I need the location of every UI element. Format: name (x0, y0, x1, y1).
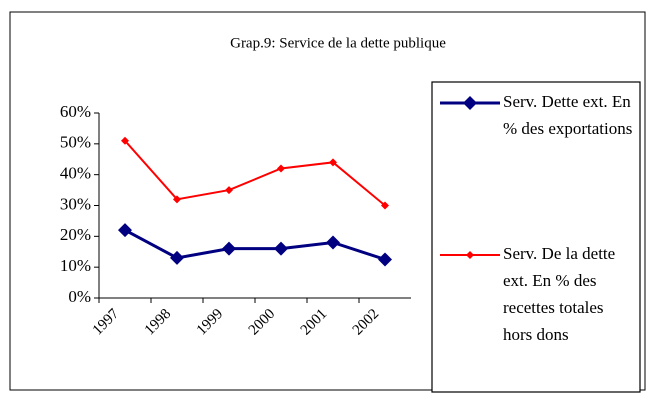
marker (121, 136, 129, 145)
marker (118, 223, 132, 238)
y-tick-label: 40% (60, 164, 91, 183)
series-line (124, 228, 386, 261)
legend-label: Serv. De la dette ext. En % des recettes… (503, 244, 616, 344)
legend-label-box: Serv. Dette ext. En % des exportations (503, 92, 633, 138)
y-tick-label: 50% (60, 133, 91, 152)
marker (326, 235, 340, 250)
y-tick-label: 10% (60, 256, 91, 275)
y-tick-label: 20% (60, 225, 91, 244)
y-tick-label: 0% (68, 287, 91, 306)
marker (225, 186, 233, 195)
legend-swatch-marker (463, 96, 477, 110)
marker (277, 164, 285, 173)
marker (170, 250, 184, 265)
series-line (124, 140, 386, 207)
legend-swatch-marker (466, 251, 474, 259)
marker (274, 241, 288, 256)
marker (378, 252, 392, 267)
chart-title: Grap.9: Service de la dette publique (230, 35, 446, 51)
marker (381, 201, 389, 210)
y-tick-label: 30% (60, 194, 91, 213)
legend-label-box: Serv. De la dette ext. En % des recettes… (503, 244, 616, 344)
legend-label: Serv. Dette ext. En % des exportations (503, 92, 633, 138)
legend-box (431, 81, 641, 393)
y-tick-label: 60% (60, 102, 91, 121)
marker (222, 241, 236, 256)
marker (173, 195, 181, 204)
marker (329, 158, 337, 167)
